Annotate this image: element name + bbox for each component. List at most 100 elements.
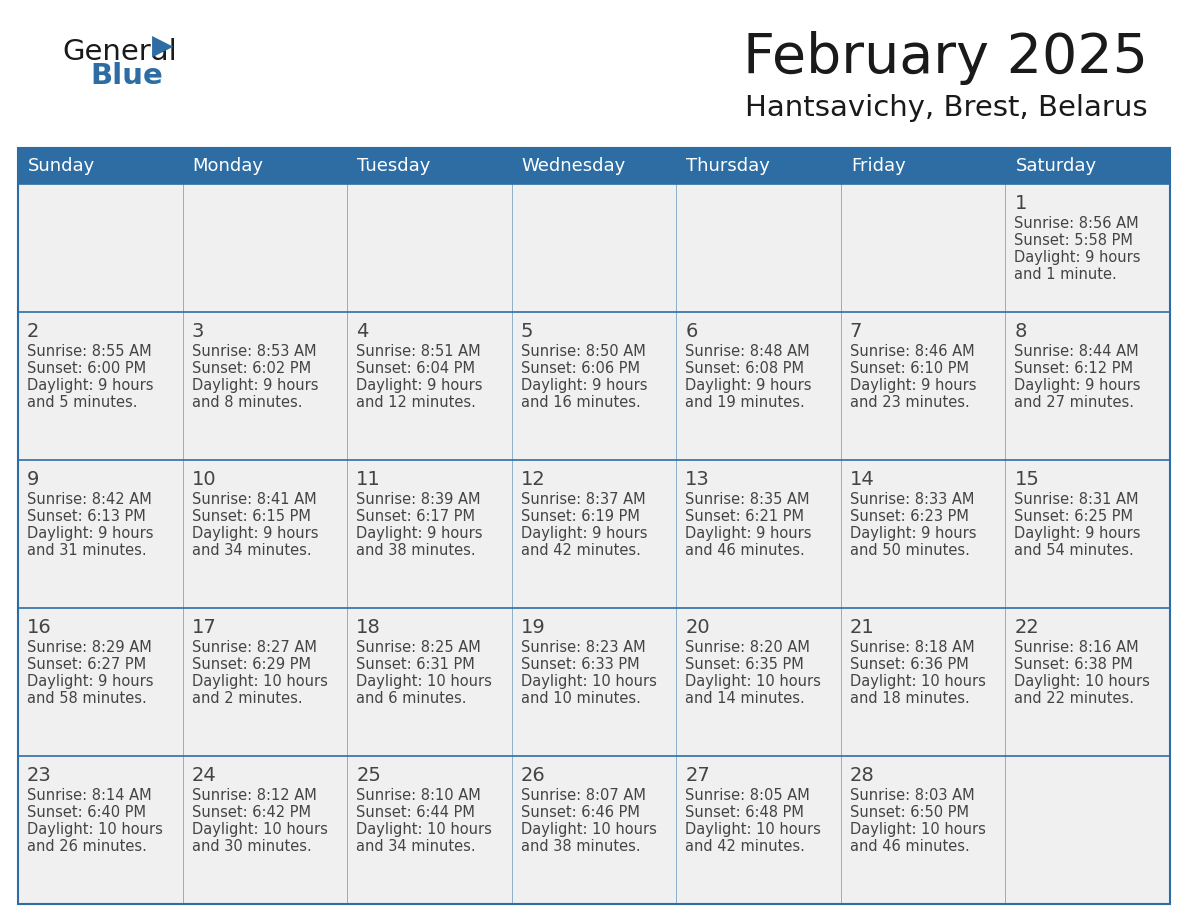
Text: Daylight: 10 hours: Daylight: 10 hours [685,674,821,689]
Text: Sunrise: 8:35 AM: Sunrise: 8:35 AM [685,492,810,507]
Text: Sunset: 6:12 PM: Sunset: 6:12 PM [1015,361,1133,376]
Text: Sunset: 6:38 PM: Sunset: 6:38 PM [1015,657,1133,672]
Text: and 38 minutes.: and 38 minutes. [356,543,475,558]
Text: Daylight: 10 hours: Daylight: 10 hours [520,674,657,689]
Bar [347,608,512,756]
Text: Blue: Blue [90,62,163,90]
Bar [18,460,183,608]
Text: and 5 minutes.: and 5 minutes. [27,395,138,410]
Bar [183,312,347,460]
Text: Sunset: 6:19 PM: Sunset: 6:19 PM [520,509,639,524]
Text: and 27 minutes.: and 27 minutes. [1015,395,1135,410]
Bar [676,756,841,904]
Text: Daylight: 10 hours: Daylight: 10 hours [27,822,163,837]
Text: and 31 minutes.: and 31 minutes. [27,543,146,558]
Bar [18,608,183,756]
Text: Sunrise: 8:51 AM: Sunrise: 8:51 AM [356,344,481,359]
Text: Sunset: 6:33 PM: Sunset: 6:33 PM [520,657,639,672]
Text: 12: 12 [520,470,545,489]
Text: 27: 27 [685,766,710,785]
Text: and 10 minutes.: and 10 minutes. [520,691,640,706]
Text: Thursday: Thursday [687,157,770,175]
Text: and 46 minutes.: and 46 minutes. [685,543,805,558]
Text: Monday: Monday [192,157,264,175]
Text: 10: 10 [191,470,216,489]
Text: Sunrise: 8:27 AM: Sunrise: 8:27 AM [191,640,316,655]
Text: and 18 minutes.: and 18 minutes. [849,691,969,706]
Text: 13: 13 [685,470,710,489]
Text: and 30 minutes.: and 30 minutes. [191,839,311,854]
Text: and 26 minutes.: and 26 minutes. [27,839,147,854]
Bar [841,312,1005,460]
Bar [512,608,676,756]
Bar [183,184,347,312]
Bar [183,756,347,904]
Text: Sunset: 6:27 PM: Sunset: 6:27 PM [27,657,146,672]
Text: Daylight: 9 hours: Daylight: 9 hours [1015,378,1140,393]
Bar [183,608,347,756]
Text: 2: 2 [27,322,39,341]
Text: Daylight: 9 hours: Daylight: 9 hours [191,526,318,541]
Text: Friday: Friday [851,157,905,175]
Text: Sunset: 6:06 PM: Sunset: 6:06 PM [520,361,639,376]
Text: 7: 7 [849,322,862,341]
Text: ▶: ▶ [152,32,173,60]
Text: 9: 9 [27,470,39,489]
Bar [512,312,676,460]
Text: Sunset: 6:46 PM: Sunset: 6:46 PM [520,805,639,820]
Text: Sunrise: 8:25 AM: Sunrise: 8:25 AM [356,640,481,655]
Bar [347,184,512,312]
Text: Sunrise: 8:23 AM: Sunrise: 8:23 AM [520,640,645,655]
Text: Sunrise: 8:50 AM: Sunrise: 8:50 AM [520,344,645,359]
Text: 6: 6 [685,322,697,341]
Bar [347,312,512,460]
Text: Daylight: 9 hours: Daylight: 9 hours [356,378,482,393]
Text: Daylight: 9 hours: Daylight: 9 hours [685,378,811,393]
Text: February 2025: February 2025 [742,31,1148,85]
Text: Sunset: 6:29 PM: Sunset: 6:29 PM [191,657,310,672]
Text: Sunrise: 8:12 AM: Sunrise: 8:12 AM [191,788,316,803]
Text: and 42 minutes.: and 42 minutes. [685,839,805,854]
Bar [347,460,512,608]
Bar [841,756,1005,904]
Text: 19: 19 [520,618,545,637]
Bar [18,756,183,904]
Text: 26: 26 [520,766,545,785]
Text: Sunset: 6:36 PM: Sunset: 6:36 PM [849,657,968,672]
Text: Sunset: 6:35 PM: Sunset: 6:35 PM [685,657,804,672]
Text: Sunrise: 8:55 AM: Sunrise: 8:55 AM [27,344,152,359]
Text: Sunrise: 8:31 AM: Sunrise: 8:31 AM [1015,492,1139,507]
Text: Daylight: 10 hours: Daylight: 10 hours [191,822,328,837]
Text: Sunset: 6:13 PM: Sunset: 6:13 PM [27,509,146,524]
Text: Sunrise: 8:48 AM: Sunrise: 8:48 AM [685,344,810,359]
Text: Sunrise: 8:03 AM: Sunrise: 8:03 AM [849,788,974,803]
Bar [841,460,1005,608]
Text: and 50 minutes.: and 50 minutes. [849,543,969,558]
Text: Daylight: 10 hours: Daylight: 10 hours [849,822,986,837]
Text: Daylight: 10 hours: Daylight: 10 hours [191,674,328,689]
Text: 3: 3 [191,322,204,341]
Text: 23: 23 [27,766,52,785]
Bar [512,756,676,904]
Text: and 22 minutes.: and 22 minutes. [1015,691,1135,706]
Text: Tuesday: Tuesday [358,157,430,175]
Text: Sunset: 6:44 PM: Sunset: 6:44 PM [356,805,475,820]
Text: Sunset: 6:00 PM: Sunset: 6:00 PM [27,361,146,376]
Text: and 8 minutes.: and 8 minutes. [191,395,302,410]
Text: Wednesday: Wednesday [522,157,626,175]
Text: 1: 1 [1015,194,1026,213]
Text: and 19 minutes.: and 19 minutes. [685,395,805,410]
Text: Daylight: 9 hours: Daylight: 9 hours [520,526,647,541]
Text: Daylight: 10 hours: Daylight: 10 hours [356,674,492,689]
Text: Daylight: 9 hours: Daylight: 9 hours [191,378,318,393]
Text: Sunrise: 8:10 AM: Sunrise: 8:10 AM [356,788,481,803]
Text: 22: 22 [1015,618,1040,637]
Text: Daylight: 9 hours: Daylight: 9 hours [1015,250,1140,265]
Text: 16: 16 [27,618,52,637]
Text: Daylight: 10 hours: Daylight: 10 hours [685,822,821,837]
Text: 28: 28 [849,766,874,785]
Text: 20: 20 [685,618,710,637]
Bar [1005,460,1170,608]
Text: Daylight: 9 hours: Daylight: 9 hours [849,526,977,541]
Text: Sunset: 6:40 PM: Sunset: 6:40 PM [27,805,146,820]
